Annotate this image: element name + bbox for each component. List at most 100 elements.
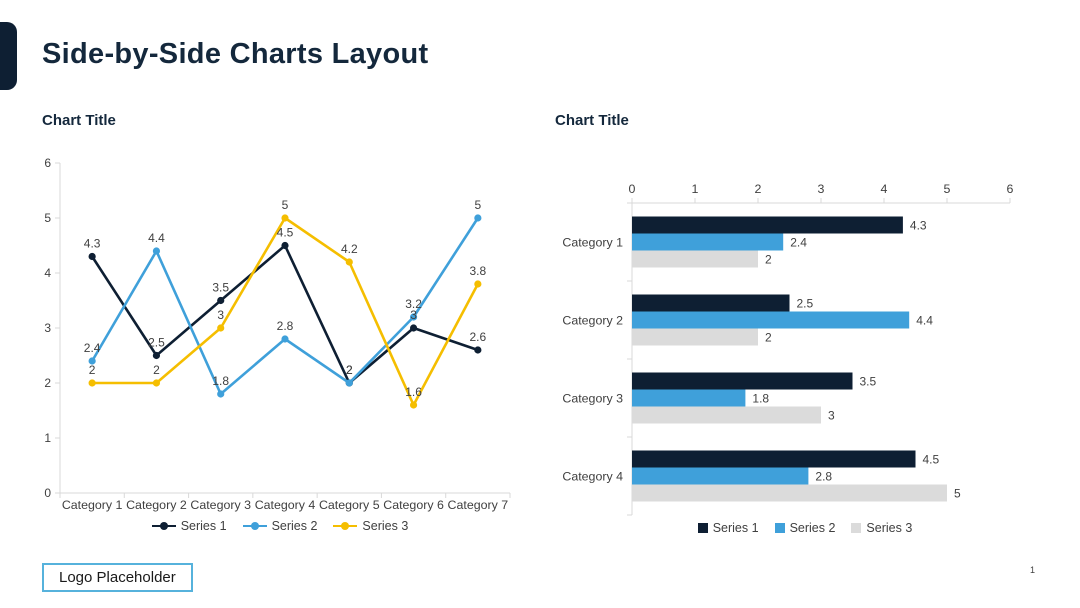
data-label: 3 xyxy=(828,408,835,422)
y-tick-label: 4 xyxy=(44,266,51,280)
data-point-marker xyxy=(409,324,418,332)
x-category-label: Category 3 xyxy=(190,498,251,512)
legend-label: Series 3 xyxy=(866,521,913,535)
legend-square-marker-icon xyxy=(851,523,862,533)
data-label: 2 xyxy=(153,363,160,377)
data-label: 2.4 xyxy=(790,235,807,249)
data-label: 2.6 xyxy=(470,330,487,344)
data-label: 1.6 xyxy=(405,385,422,399)
slide-title: Side-by-Side Charts Layout xyxy=(42,38,429,70)
legend-item: Series 3 xyxy=(851,521,912,535)
legend-label: Series 1 xyxy=(180,519,227,533)
x-tick-label: 2 xyxy=(755,182,762,196)
y-tick-label: 6 xyxy=(44,156,51,170)
x-category-label: Category 7 xyxy=(448,498,509,512)
data-label: 3.8 xyxy=(470,264,487,278)
data-point-marker xyxy=(281,214,289,222)
x-tick-label: 6 xyxy=(1007,182,1014,196)
data-point-marker xyxy=(281,241,289,250)
legend-square-marker-icon xyxy=(774,523,785,533)
bar-segment xyxy=(632,450,916,468)
data-point-marker xyxy=(217,390,225,398)
data-label: 5 xyxy=(954,486,961,500)
data-label: 2.8 xyxy=(815,469,832,483)
data-label: 5 xyxy=(475,198,482,212)
bar-segment xyxy=(632,328,758,346)
line-chart-legend: Series 1 Series 2 Series 3 xyxy=(40,519,520,533)
legend-item: Series 1 xyxy=(697,521,759,535)
y-tick-label: 2 xyxy=(44,376,51,390)
category-label: Category 3 xyxy=(562,391,623,405)
bar-segment xyxy=(632,389,746,407)
data-point-marker xyxy=(281,335,289,343)
data-point-marker xyxy=(474,280,482,288)
legend-line-marker-icon xyxy=(151,522,176,530)
bar-segment xyxy=(632,406,821,424)
line-chart: 0 1 2 3 4 5 6 Category 1 Category 2 Category 3 Cat… xyxy=(44,156,511,512)
bar-chart: 0 1 2 3 4 5 6 Category 1 4.3 2.4 2 Category 2 2.5 4.4… xyxy=(562,182,1014,516)
bar-chart-legend: Series 1 Series 2 Series 3 xyxy=(555,521,1055,535)
data-label: 2.4 xyxy=(84,341,101,355)
y-tick-label: 5 xyxy=(44,211,51,225)
legend-label: Series 2 xyxy=(271,519,318,533)
x-tick-label: 3 xyxy=(818,182,825,196)
bar-segment xyxy=(632,233,784,251)
x-category-label: Category 2 xyxy=(126,498,187,512)
data-point-marker xyxy=(345,379,353,387)
legend-item: Series 2 xyxy=(242,519,318,533)
x-tick-label: 4 xyxy=(881,182,888,196)
data-label: 2 xyxy=(765,252,772,266)
x-category-label: Category 5 xyxy=(319,498,380,512)
data-point-marker xyxy=(88,357,96,365)
data-point-marker xyxy=(152,247,161,255)
legend-item: Series 2 xyxy=(774,521,836,535)
data-label: 4.4 xyxy=(916,313,933,327)
data-label: 4.3 xyxy=(910,218,927,232)
data-point-marker xyxy=(474,214,482,222)
legend-square-marker-icon xyxy=(697,523,708,533)
data-label: 4.5 xyxy=(923,452,940,466)
legend-dot-icon xyxy=(250,522,259,530)
category-label: Category 2 xyxy=(562,313,623,327)
data-point-marker xyxy=(152,379,161,387)
data-label: 3.5 xyxy=(212,281,229,295)
series-line xyxy=(90,244,480,385)
page-number: 1 xyxy=(1030,565,1036,575)
legend-item: Series 3 xyxy=(333,519,408,533)
legend-label: Series 1 xyxy=(712,521,759,535)
data-label: 5 xyxy=(282,198,289,212)
x-category-label: Category 6 xyxy=(383,498,444,512)
data-label: 2.5 xyxy=(148,336,165,350)
x-tick-label: 0 xyxy=(629,182,636,196)
x-category-label: Category 4 xyxy=(255,498,316,512)
accent-bar xyxy=(0,22,17,90)
logo-placeholder[interactable]: Logo Placeholder xyxy=(42,563,193,592)
data-label: 2.5 xyxy=(797,296,814,310)
data-point-marker xyxy=(474,346,482,354)
data-label: 3 xyxy=(217,308,224,322)
bar-segment xyxy=(632,216,903,234)
legend-label: Series 2 xyxy=(789,521,836,535)
data-point-marker xyxy=(88,252,96,261)
legend-label: Series 3 xyxy=(362,519,409,533)
bar-segment xyxy=(632,372,853,390)
data-label: 3.2 xyxy=(405,297,422,311)
x-tick-label: 5 xyxy=(944,182,951,196)
x-category-label: Category 1 xyxy=(62,498,123,512)
legend-line-marker-icon xyxy=(242,522,267,530)
data-label: 2 xyxy=(89,363,96,377)
data-point-marker xyxy=(217,296,225,305)
bar-segment xyxy=(632,467,809,485)
category-label: Category 4 xyxy=(562,469,623,483)
data-point-marker xyxy=(409,401,418,409)
data-label: 1.8 xyxy=(752,391,769,405)
data-label: 2 xyxy=(765,330,772,344)
bar-segment xyxy=(632,484,947,502)
data-label: 3.5 xyxy=(860,374,877,388)
bar-segment xyxy=(632,311,910,329)
data-point-marker xyxy=(409,313,418,321)
bar-chart-title: Chart Title xyxy=(555,112,629,129)
legend-line-marker-icon xyxy=(333,522,358,530)
legend-dot-icon xyxy=(159,522,168,530)
data-label: 4.2 xyxy=(341,242,358,256)
